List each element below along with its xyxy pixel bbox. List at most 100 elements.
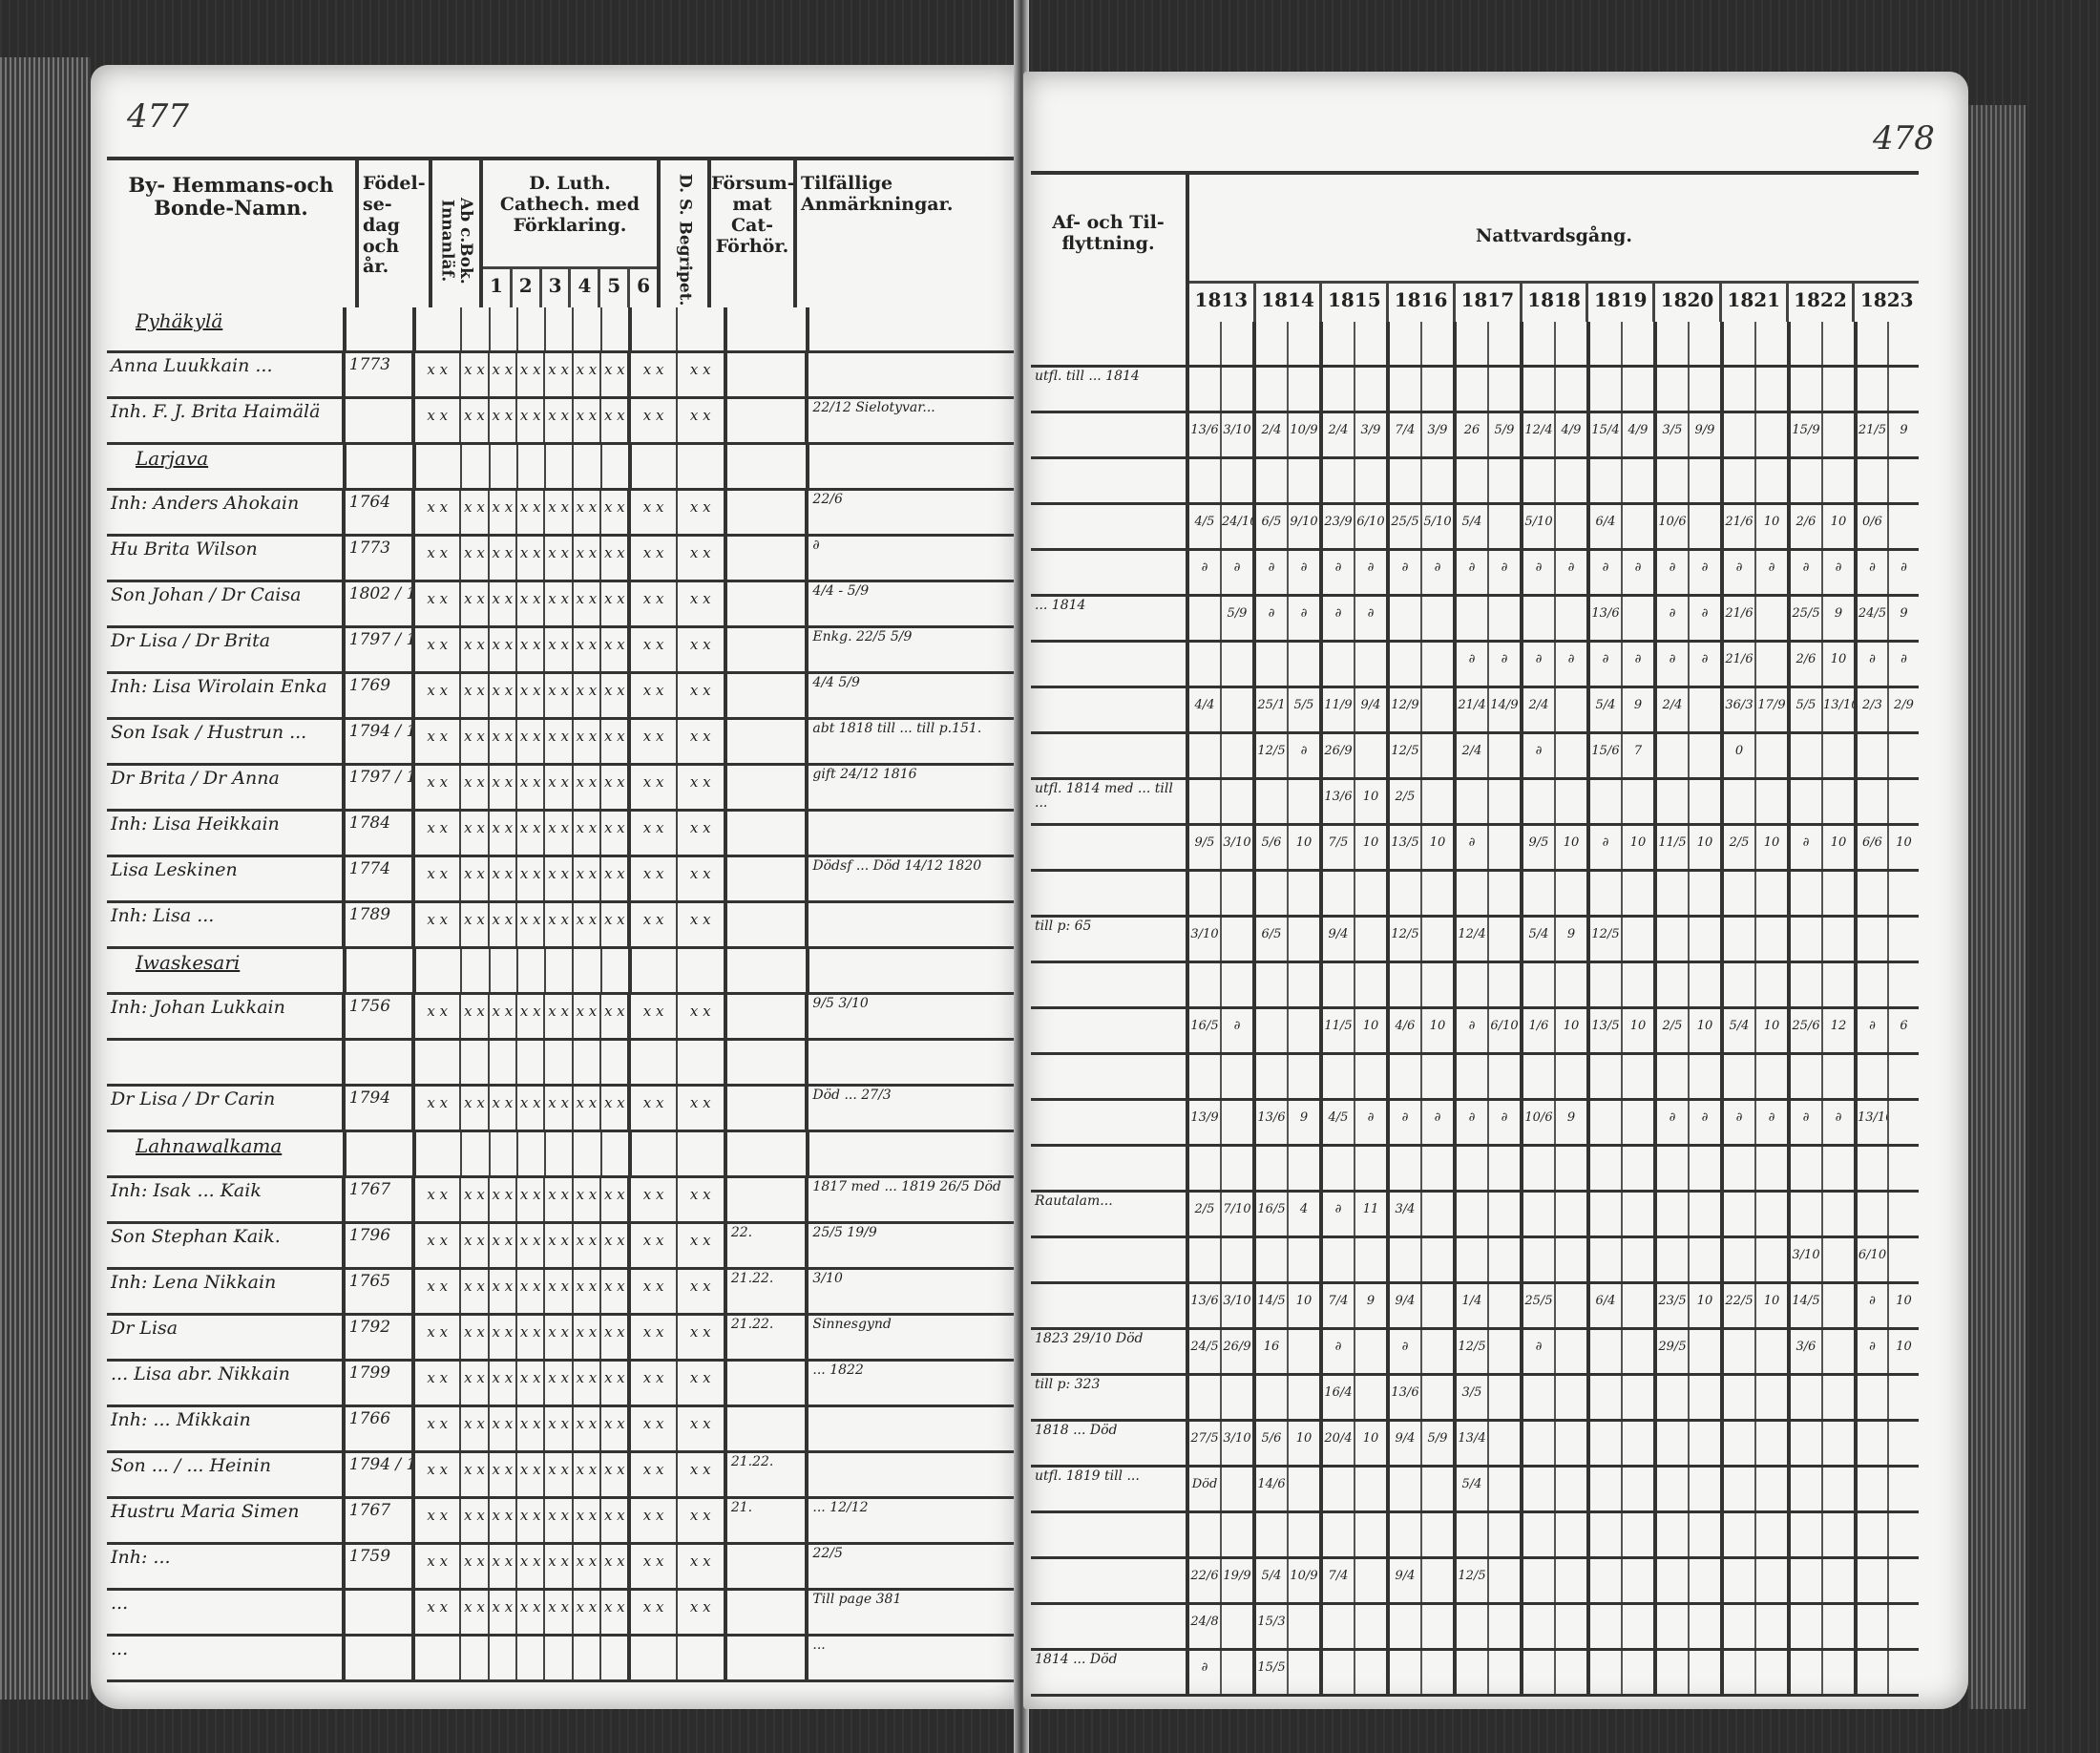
communion-cell: 13/9 xyxy=(1186,1101,1252,1144)
communion-date-2 xyxy=(1887,1651,1919,1694)
moving-note xyxy=(1031,1284,1186,1327)
catechism-mark xyxy=(599,1637,627,1679)
communion-cell xyxy=(1252,368,1319,411)
communion-date-1: 12/9 xyxy=(1391,698,1419,712)
communion-date-1 xyxy=(1457,1238,1487,1281)
table-row: ∂ ∂ ∂ ∂ ∂ ∂ ∂ ∂ ∂ ∂ ∂ ∂ ∂ ∂ ∂ ∂ ∂ ∂ ∂ ∂ ∂ ∂ xyxy=(1031,551,1919,597)
catechism-mark xyxy=(460,445,488,488)
communion-date-2: 9 xyxy=(1354,1284,1386,1327)
table-row: utfl. 1814 med ... till ... 13/6 10 2/5 xyxy=(1031,780,1919,826)
communion-date-1: 13/6 xyxy=(1591,606,1620,621)
communion-date-1 xyxy=(1323,459,1354,502)
communion-date-1: 4/5 xyxy=(1328,1110,1349,1125)
communion-cell: 2/4 xyxy=(1653,688,1720,731)
communion-date-2 xyxy=(1554,368,1586,411)
communion-cell xyxy=(1319,643,1386,686)
communion-cell: ∂ 11 xyxy=(1319,1193,1386,1236)
catechism-mark: x x xyxy=(543,1591,571,1634)
communion-date-2 xyxy=(1420,688,1453,731)
communion-date-1: 13/5 xyxy=(1591,1019,1620,1033)
communion-date-2: 6 xyxy=(1887,1009,1919,1052)
communion-date-2: ∂ xyxy=(1554,643,1586,686)
communion-date-2: 9 xyxy=(1621,688,1653,731)
communion-date-2 xyxy=(1287,1605,1319,1648)
communion-cell xyxy=(1854,872,1919,915)
communion-cell: 2/4 xyxy=(1453,734,1520,777)
communion-date-1 xyxy=(1256,1238,1287,1281)
table-row: 1818 ... Död 27/5 3/10 5/6 10 20/4 10 9/4 5/9 13/… xyxy=(1031,1422,1919,1468)
catechism-mark: x x xyxy=(515,537,543,580)
communion-date-2 xyxy=(1821,1238,1854,1281)
communion-date-1: ∂ xyxy=(1802,1110,1810,1125)
communion-date-1: 5/6 xyxy=(1261,835,1282,850)
communion-cell xyxy=(1186,963,1252,1006)
catechism-mark: x x xyxy=(515,1499,543,1542)
catechism-mark: x x xyxy=(459,582,487,625)
communion-date-1 xyxy=(1590,368,1621,411)
year-header: 1818 xyxy=(1519,284,1586,322)
communion-date-1 xyxy=(1390,368,1420,411)
communion-cell: ∂ 10 xyxy=(1854,1330,1919,1373)
communion-date-2 xyxy=(1754,1605,1787,1648)
table-row xyxy=(1031,1055,1919,1101)
communion-date-2 xyxy=(1420,963,1453,1006)
book-edge-right xyxy=(1968,105,2026,1709)
communion-date-2 xyxy=(1354,643,1386,686)
catechism-mark: x x xyxy=(515,1453,543,1496)
table-row: ...... xyxy=(107,1637,1014,1682)
table-row: till p: 323 16/4 13/6 3/5 xyxy=(1031,1376,1919,1422)
communion-cell xyxy=(1319,368,1386,411)
moving-note xyxy=(1031,1101,1186,1144)
communion-date-2 xyxy=(1487,1330,1520,1373)
communion-cell xyxy=(1520,459,1586,502)
communion-cell xyxy=(1386,1238,1453,1281)
catechism-mark: x x xyxy=(571,353,599,396)
communion-cell: 1/6 10 xyxy=(1520,1009,1586,1052)
communion-cell xyxy=(1453,1238,1520,1281)
communion-date-1: 6/4 xyxy=(1595,515,1616,529)
communion-cell xyxy=(1386,1513,1453,1556)
communion-date-1 xyxy=(1323,1605,1354,1648)
communion-date-2: 10/9 xyxy=(1287,413,1319,456)
communion-date-2: 10 xyxy=(1754,505,1787,548)
communion-date-2 xyxy=(1420,1193,1453,1236)
communion-date-1 xyxy=(1523,1376,1554,1419)
communion-date-1: 4/5 xyxy=(1194,515,1215,529)
communion-date-1 xyxy=(1189,1055,1220,1098)
header-catechism-text: D. Luth. Cathech. med Förklaring. xyxy=(499,173,640,236)
communion-cell xyxy=(1720,1330,1787,1373)
catechism-mark: x x xyxy=(515,1316,543,1359)
communion-date-2 xyxy=(1821,1513,1854,1556)
communion-date-2: 12 xyxy=(1821,1009,1854,1052)
catechism-mark: x x xyxy=(571,995,599,1038)
catechism-mark: x x xyxy=(599,353,627,396)
communion-cell xyxy=(1252,1376,1319,1419)
communion-date-1: ∂ xyxy=(1669,606,1676,621)
communion-date-1: 13/6 xyxy=(1257,1110,1286,1125)
communion-cell: 13/6 3/10 xyxy=(1186,413,1252,456)
catechism-mark: x x xyxy=(599,1407,627,1450)
catechism-mark: x x xyxy=(599,1499,627,1542)
catechism-mark xyxy=(515,949,544,992)
communion-date-2 xyxy=(1554,872,1586,915)
catechism-mark: x x xyxy=(543,857,571,900)
communion-date-1 xyxy=(1523,459,1554,502)
communion-date-2 xyxy=(1220,643,1252,686)
remark: 22/6 xyxy=(805,491,1014,534)
abc-mark: x x xyxy=(411,995,459,1038)
communion-date-2 xyxy=(1688,963,1720,1006)
communion-cell xyxy=(1453,780,1520,823)
communion-cell xyxy=(1854,1559,1919,1602)
communion-cell xyxy=(1787,1513,1854,1556)
catechism-mark: x x xyxy=(487,491,515,534)
communion-cell xyxy=(1653,1238,1720,1281)
communion-date-1 xyxy=(1657,1513,1688,1556)
communion-cell xyxy=(1520,1193,1586,1236)
communion-cell: ∂ ∂ xyxy=(1252,551,1319,594)
moving-note xyxy=(1031,413,1186,456)
communion-date-2: 11 xyxy=(1354,1193,1386,1236)
communion-date-2 xyxy=(1754,1193,1787,1236)
communion-date-2 xyxy=(1754,322,1787,365)
abc-mark: x x xyxy=(411,1362,459,1405)
communion-date-2: ∂ xyxy=(1754,551,1787,594)
